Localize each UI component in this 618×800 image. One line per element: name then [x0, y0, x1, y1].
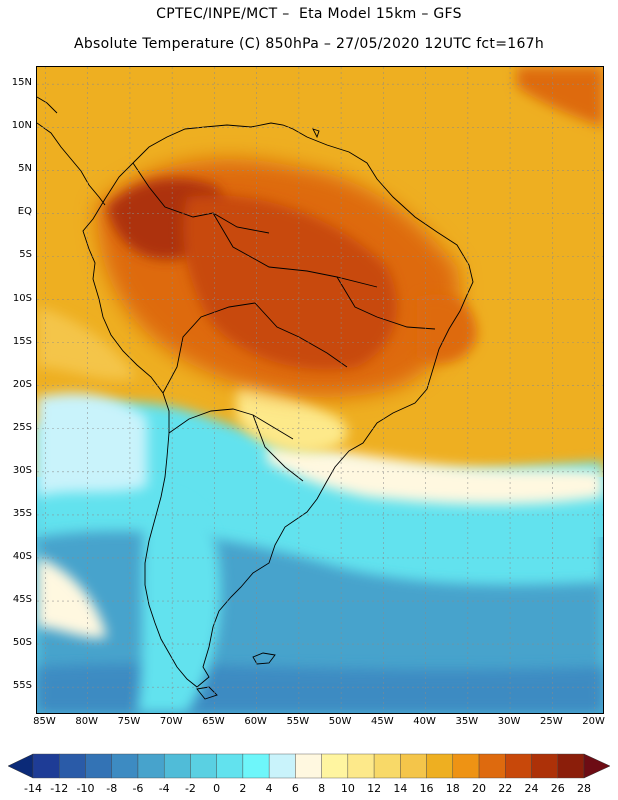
lat-tick-label: 15N — [11, 77, 32, 89]
colorbar-swatch — [295, 753, 322, 779]
lat-tick-label: 50S — [12, 637, 32, 649]
colorbar-tick-label: 8 — [318, 782, 326, 795]
lon-tick-label: 85W — [33, 716, 56, 727]
colorbar-swatch — [85, 753, 112, 779]
colorbar-tick-label: 16 — [419, 782, 434, 795]
colorbar-tick-label: 22 — [498, 782, 513, 795]
lat-tick-label: EQ — [17, 206, 32, 218]
colorbar-swatch — [400, 753, 427, 779]
colorbar-tick-label: 12 — [367, 782, 382, 795]
colorbar-over-arrow — [583, 753, 610, 779]
lon-tick-label: 45W — [371, 716, 394, 727]
colorbar-swatch — [557, 753, 585, 779]
colorbar-tick-label: 6 — [291, 782, 299, 795]
lat-tick-label: 5N — [18, 163, 32, 175]
colorbar-under-arrow — [8, 753, 34, 779]
lat-tick-label: 45S — [12, 594, 32, 606]
colorbar-tick-label: -2 — [184, 782, 196, 795]
colorbar-tick-label: 24 — [524, 782, 539, 795]
colorbar-tick-label: -6 — [132, 782, 144, 795]
lat-tick-label: 10S — [12, 292, 32, 304]
colorbar-swatch — [111, 753, 139, 779]
colorbar-swatch — [59, 753, 86, 779]
colorbar-swatch — [137, 753, 165, 779]
lon-tick-label: 40W — [413, 716, 436, 727]
colorbar-swatch — [347, 753, 375, 779]
colorbar-swatch — [32, 753, 60, 779]
colorbar-tick-label: 4 — [265, 782, 273, 795]
colorbar-swatch — [216, 753, 244, 779]
lon-tick-label: 65W — [202, 716, 225, 727]
colorbar-swatch — [373, 753, 401, 779]
map-title-line-1: CPTEC/INPE/MCT – Eta Model 15km – GFS — [156, 6, 462, 22]
colorbar-tick-label: 10 — [340, 782, 355, 795]
colorbar-swatch — [426, 753, 454, 779]
colorbar-swatch — [321, 753, 349, 779]
lat-tick-label: 55S — [12, 680, 32, 692]
colorbar-tick-label: -8 — [106, 782, 118, 795]
colorbar-tick-label: 20 — [472, 782, 487, 795]
lat-tick-label: 10N — [11, 120, 32, 132]
lat-tick-label: 5S — [19, 249, 32, 261]
colorbar-tick-label: 18 — [445, 782, 460, 795]
lon-tick-label: 70W — [159, 716, 183, 727]
colorbar-swatch — [242, 753, 270, 779]
lon-tick-label: 50W — [328, 716, 352, 727]
lat-tick-label: 25S — [12, 421, 32, 433]
lon-tick-label: 80W — [75, 716, 98, 727]
map-grid — [37, 67, 603, 713]
colorbar-swatch — [163, 753, 191, 779]
colorbar-swatch — [478, 753, 506, 779]
lon-tick-label: 20W — [582, 716, 605, 727]
colorbar-tick-label: -10 — [76, 782, 95, 795]
colorbar-tick-label: -14 — [24, 782, 42, 795]
lon-tick-label: 25W — [540, 716, 563, 727]
lat-tick-label: 15S — [12, 335, 32, 347]
colorbar-tick-label: -4 — [158, 782, 170, 795]
lon-tick-label: 60W — [244, 716, 267, 727]
colorbar-swatch — [190, 753, 217, 779]
colorbar-tick-label: 26 — [550, 782, 565, 795]
colorbar-tick-label: 0 — [213, 782, 221, 795]
lon-tick-label: 30W — [497, 716, 521, 727]
map-canvas — [37, 67, 603, 713]
colorbar-tick-label: 28 — [577, 782, 591, 795]
colorbar-swatch — [505, 753, 532, 779]
lat-tick-label: 30S — [12, 464, 32, 476]
lat-tick-label: 40S — [12, 550, 32, 562]
map-title-line-2: Absolute Temperature (C) 850hPa – 27/05/… — [73, 36, 545, 52]
lon-tick-label: 35W — [455, 716, 479, 727]
lat-tick-label: 35S — [12, 507, 32, 519]
lon-tick-label: 75W — [117, 716, 141, 727]
lon-tick-label: 55W — [286, 716, 310, 727]
lat-tick-label: 20S — [12, 378, 32, 390]
colorbar-tick-label: -12 — [50, 782, 69, 795]
colorbar-tick-label: 14 — [393, 782, 408, 795]
temperature-map — [36, 66, 604, 714]
colorbar-swatch — [268, 753, 296, 779]
colorbar-swatch — [531, 753, 558, 779]
temperature-field — [37, 67, 603, 713]
colorbar-swatch — [452, 753, 480, 779]
temperature-colorbar — [8, 753, 610, 779]
colorbar-tick-label: 2 — [239, 782, 247, 795]
